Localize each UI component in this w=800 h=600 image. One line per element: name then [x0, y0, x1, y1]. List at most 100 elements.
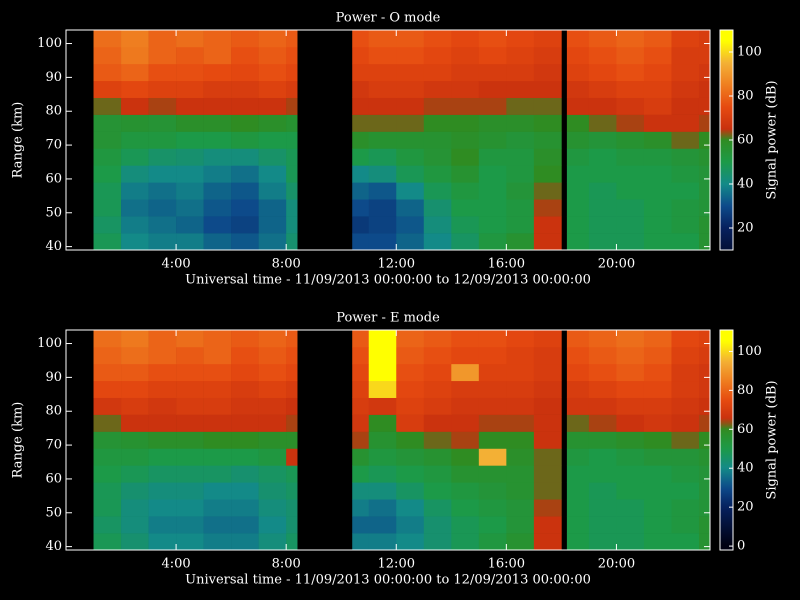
- heatmap-cell: [93, 397, 122, 415]
- heatmap-cell: [368, 199, 397, 217]
- heatmap-cell: [616, 482, 645, 500]
- heatmap-cell: [506, 199, 535, 217]
- heatmap-cell: [566, 448, 590, 466]
- heatmap-cell: [258, 30, 287, 48]
- heatmap-cell: [423, 448, 452, 466]
- heatmap-cell: [506, 233, 535, 251]
- heatmap-cell: [643, 499, 672, 517]
- heatmap-cell: [368, 80, 397, 98]
- heatmap-cell: [566, 380, 590, 398]
- heatmap-cell: [368, 182, 397, 200]
- colorbar-label: Signal power (dB): [765, 80, 780, 199]
- heatmap-cell: [533, 63, 562, 82]
- heatmap-cell: [258, 131, 287, 149]
- heatmap-cell: [478, 233, 507, 251]
- heatmap-cell: [423, 346, 452, 365]
- heatmap-cell: [643, 533, 672, 551]
- heatmap-cell: [93, 80, 122, 98]
- colorbar-tick-label: 60: [737, 422, 754, 437]
- heatmap-cell: [352, 431, 370, 449]
- heatmap-cell: [616, 533, 645, 551]
- heatmap-cell: [616, 330, 645, 348]
- heatmap-cell: [566, 165, 590, 183]
- heatmap-cell: [121, 465, 149, 483]
- heatmap-cell: [643, 131, 672, 149]
- heatmap-cell: [698, 114, 711, 132]
- heatmap-cell: [451, 448, 480, 466]
- heatmap-cell: [352, 63, 370, 82]
- heatmap-cell: [478, 216, 507, 234]
- heatmap-cell: [258, 533, 287, 551]
- heatmap-cell: [643, 346, 672, 365]
- heatmap-cell: [671, 97, 700, 115]
- heatmap-cell: [616, 346, 645, 365]
- heatmap-cell: [671, 46, 700, 65]
- heatmap-cell: [121, 380, 149, 398]
- heatmap-cell: [566, 199, 590, 217]
- heatmap-cell: [258, 182, 287, 200]
- heatmap-cell: [506, 97, 535, 115]
- heatmap-cell: [566, 431, 590, 449]
- heatmap-cell: [478, 80, 507, 98]
- heatmap-cell: [533, 131, 562, 149]
- heatmap-cell: [698, 414, 711, 432]
- heatmap-cell: [258, 465, 287, 483]
- heatmap-cell: [643, 182, 672, 200]
- heatmap-cell: [352, 199, 370, 217]
- heatmap-cell: [478, 363, 507, 382]
- heatmap-cell: [566, 363, 590, 382]
- y-tick-label: 40: [45, 539, 62, 554]
- heatmap-cell: [93, 533, 122, 551]
- heatmap-cell: [148, 216, 177, 234]
- heatmap-cell: [352, 414, 370, 432]
- heatmap-cell: [698, 46, 711, 65]
- heatmap-cell: [368, 482, 397, 500]
- heatmap-cell: [643, 233, 672, 251]
- heatmap-cell: [671, 448, 700, 466]
- heatmap-cell: [506, 516, 535, 534]
- heatmap-cell: [643, 30, 672, 48]
- heatmap-cell: [566, 397, 590, 415]
- heatmap-cell: [176, 199, 204, 217]
- heatmap-cell: [368, 233, 397, 251]
- heatmap-cell: [148, 131, 177, 149]
- heatmap-cell: [643, 199, 672, 217]
- heatmap-cell: [698, 199, 711, 217]
- heatmap-cell: [286, 516, 298, 534]
- heatmap-cell: [451, 482, 480, 500]
- x-tick-label: 4:00: [161, 557, 190, 572]
- heatmap-cell: [396, 448, 425, 466]
- heatmap-cell: [566, 330, 590, 348]
- heatmap-cell: [176, 516, 204, 534]
- heatmap-cell: [616, 114, 645, 132]
- heatmap-cell: [566, 80, 590, 98]
- heatmap-cell: [203, 165, 232, 183]
- heatmap-cell: [588, 414, 617, 432]
- heatmap-cell: [121, 516, 149, 534]
- heatmap-cell: [616, 216, 645, 234]
- heatmap-cell: [93, 63, 122, 82]
- heatmap-cell: [352, 165, 370, 183]
- heatmap-cell: [121, 131, 149, 149]
- heatmap-cell: [506, 148, 535, 166]
- heatmap-cell: [121, 363, 149, 382]
- heatmap-cell: [616, 148, 645, 166]
- heatmap-cell: [698, 148, 711, 166]
- heatmap-cell: [286, 431, 298, 449]
- x-tick-label: 20:00: [598, 557, 635, 572]
- heatmap-cell: [478, 346, 507, 365]
- heatmap-cell: [698, 380, 711, 398]
- y-tick-label: 90: [45, 70, 62, 85]
- colorbar-tick-label: 20: [737, 221, 754, 236]
- heatmap-cell: [588, 216, 617, 234]
- heatmap-cell: [451, 330, 480, 348]
- heatmap-cell: [588, 499, 617, 517]
- heatmap-cell: [231, 346, 259, 365]
- heatmap-cell: [258, 199, 287, 217]
- heatmap-cell: [258, 148, 287, 166]
- heatmap-cell: [176, 30, 204, 48]
- heatmap-cell: [423, 380, 452, 398]
- heatmap-cell: [478, 330, 507, 348]
- heatmap-cell: [671, 80, 700, 98]
- heatmap-cell: [93, 414, 122, 432]
